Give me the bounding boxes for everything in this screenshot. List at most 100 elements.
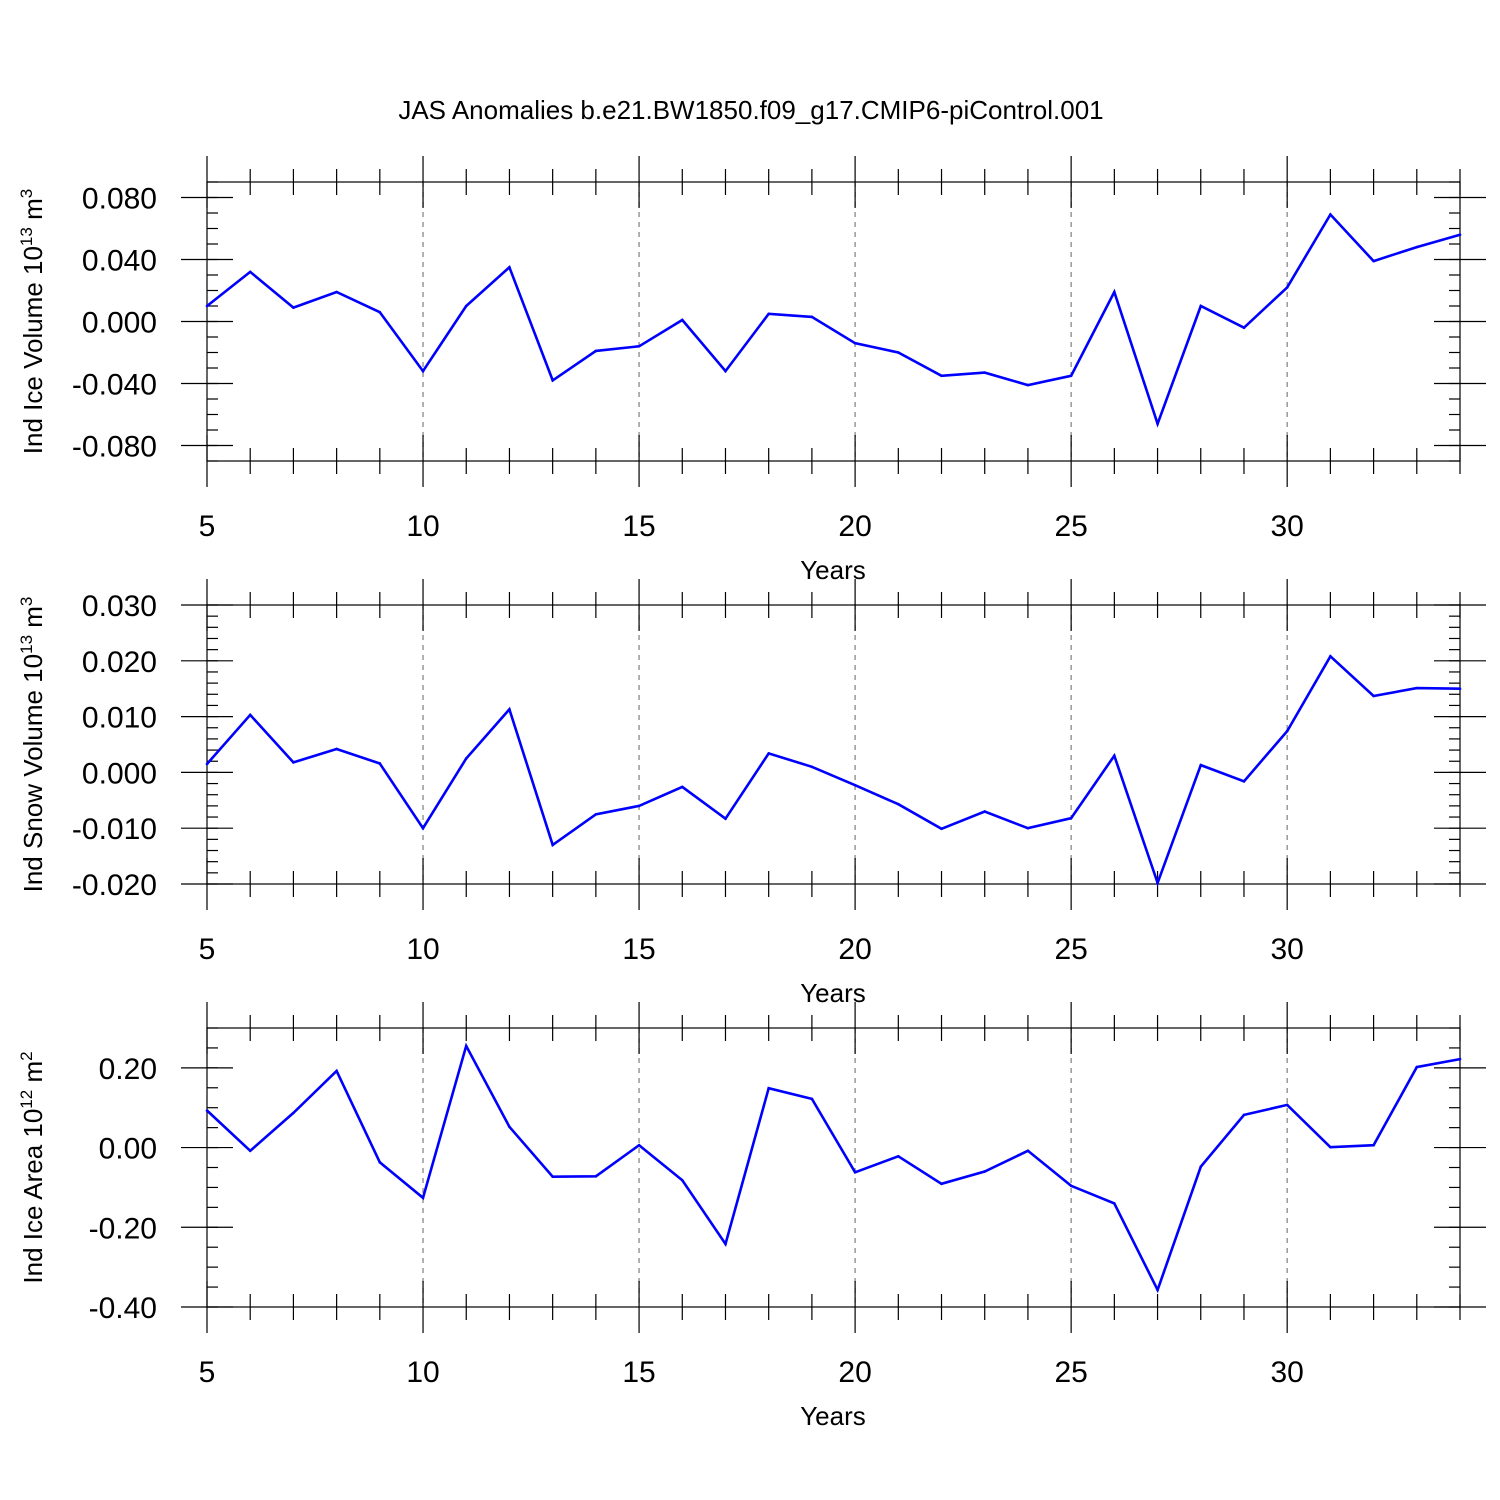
plot-frame bbox=[206, 1027, 1461, 1308]
x-tick-label: 10 bbox=[406, 510, 439, 543]
data-point bbox=[1458, 1057, 1462, 1061]
data-point bbox=[1329, 213, 1332, 216]
x-tick-label: 20 bbox=[838, 933, 871, 966]
data-point bbox=[940, 1182, 943, 1186]
data-point bbox=[1113, 1202, 1116, 1205]
y-axis-label: Ind Ice Area 1012 m2 bbox=[17, 1051, 48, 1283]
panel-2: -0.020 -0.010 0.000 0.010 0.020 0.030 5 10 15 20 2… bbox=[17, 579, 1486, 1008]
x-tick-label: 5 bbox=[199, 933, 216, 966]
data-point bbox=[205, 762, 209, 766]
data-point bbox=[983, 810, 987, 813]
x-tick-label: 5 bbox=[199, 510, 216, 543]
x-axis-label: Years bbox=[800, 555, 866, 585]
y-axis-label-text: Ind Ice Volume 10 bbox=[18, 246, 48, 454]
y-tick-label: 0.020 bbox=[82, 646, 157, 679]
y-axis-label-superscript: 13 bbox=[17, 227, 36, 246]
data-point bbox=[1242, 780, 1246, 783]
data-point bbox=[637, 345, 641, 348]
y-tick-label: 0.000 bbox=[82, 307, 157, 340]
data-point bbox=[1156, 422, 1159, 426]
x-tick-label: 20 bbox=[838, 510, 871, 543]
data-point bbox=[594, 1174, 598, 1178]
data-point bbox=[1199, 304, 1203, 308]
x-tick-label: 10 bbox=[406, 933, 439, 966]
y-tick-label: 0.040 bbox=[82, 245, 157, 278]
y-tick-label: -0.040 bbox=[72, 369, 157, 402]
data-point bbox=[637, 804, 641, 808]
data-point bbox=[1026, 383, 1030, 387]
y-axis-label-text: m bbox=[18, 1061, 48, 1090]
data-point bbox=[508, 1125, 511, 1129]
data-point bbox=[248, 713, 252, 717]
y-tick-label: -0.020 bbox=[72, 869, 157, 902]
plot-frame bbox=[206, 181, 1461, 462]
x-tick-label: 15 bbox=[622, 510, 655, 543]
data-point bbox=[292, 306, 295, 309]
data-point bbox=[1156, 881, 1159, 885]
x-tick-label: 25 bbox=[1054, 1356, 1087, 1389]
y-tick-label: 0.20 bbox=[99, 1053, 157, 1086]
x-tick-label: 15 bbox=[622, 933, 655, 966]
x-tick-label: 25 bbox=[1054, 510, 1087, 543]
series-line bbox=[206, 212, 1461, 428]
y-tick-label: -0.080 bbox=[72, 431, 157, 464]
y-tick-label: 0.00 bbox=[99, 1133, 157, 1166]
y-axis-label: Ind Snow Volume 1013 m3 bbox=[17, 597, 48, 893]
data-point bbox=[421, 1196, 425, 1200]
data-point bbox=[983, 1170, 987, 1173]
data-point bbox=[508, 708, 511, 711]
x-tick-label: 30 bbox=[1270, 933, 1303, 966]
data-point bbox=[1285, 729, 1289, 733]
y-axis-label-superscript: 3 bbox=[17, 189, 36, 198]
series-line bbox=[206, 654, 1461, 887]
data-point bbox=[335, 290, 338, 294]
data-point bbox=[508, 265, 511, 269]
data-point bbox=[1372, 1143, 1375, 1147]
data-point bbox=[1199, 1165, 1203, 1169]
y-tick-label: -0.010 bbox=[72, 813, 157, 846]
data-point bbox=[292, 761, 295, 764]
y-tick-label: 0.030 bbox=[82, 590, 157, 623]
data-point bbox=[637, 1143, 641, 1147]
y-axis-label-superscript: 2 bbox=[17, 1051, 36, 1060]
data-point bbox=[1285, 1103, 1289, 1107]
data-point bbox=[1026, 1149, 1030, 1153]
data-point bbox=[724, 1242, 727, 1246]
data-point bbox=[853, 1170, 857, 1174]
data-point bbox=[767, 312, 770, 316]
data-point bbox=[421, 369, 425, 373]
data-point bbox=[940, 827, 943, 831]
x-tick-label: 30 bbox=[1270, 510, 1303, 543]
data-point bbox=[551, 379, 554, 382]
data-point bbox=[594, 812, 598, 816]
y-tick-label: 0.000 bbox=[82, 757, 157, 790]
x-tick-label: 25 bbox=[1054, 933, 1087, 966]
data-point bbox=[335, 747, 338, 751]
data-point bbox=[810, 765, 814, 769]
y-axis-label-text: Ind Ice Area 10 bbox=[18, 1109, 48, 1284]
data-point bbox=[378, 1161, 382, 1164]
data-point bbox=[551, 843, 554, 847]
data-point bbox=[1113, 290, 1116, 294]
y-tick-label: 0.010 bbox=[82, 702, 157, 735]
data-point bbox=[1069, 374, 1073, 378]
data-point bbox=[1415, 245, 1419, 249]
data-point bbox=[1113, 754, 1116, 757]
data-point bbox=[1069, 1184, 1073, 1188]
panel-3: -0.40 -0.20 0.00 0.20 5 10 15 20 25 30 Years Ind Ic… bbox=[17, 1002, 1486, 1431]
data-point bbox=[1458, 687, 1462, 690]
data-point bbox=[378, 762, 382, 765]
x-tick-label: 20 bbox=[838, 1356, 871, 1389]
figure-title: JAS Anomalies b.e21.BW1850.f09_g17.CMIP6… bbox=[398, 95, 1103, 125]
data-point bbox=[1069, 816, 1073, 820]
data-point bbox=[594, 349, 598, 353]
y-axis-label-superscript: 3 bbox=[17, 597, 36, 606]
data-point bbox=[1242, 1113, 1246, 1117]
data-point bbox=[767, 752, 770, 755]
data-point bbox=[1199, 763, 1203, 767]
data-point bbox=[1415, 686, 1419, 690]
data-point bbox=[897, 802, 900, 806]
y-axis-label-text: m bbox=[18, 606, 48, 635]
y-tick-label: 0.080 bbox=[82, 183, 157, 216]
